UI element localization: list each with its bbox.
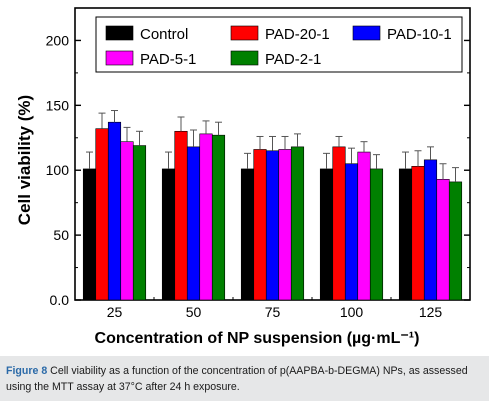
x-tick-label: 75: [265, 304, 281, 320]
bar: [240, 168, 255, 301]
bar: [332, 146, 346, 301]
x-tick-label: 50: [186, 304, 202, 320]
x-tick-label: 125: [419, 304, 443, 320]
plot-area: 0.0 50 100 150 200 25 50 75 100 125: [46, 7, 471, 320]
bar: [344, 163, 359, 301]
legend-swatch: [352, 25, 381, 41]
bar: [290, 146, 305, 301]
bar: [319, 168, 334, 301]
bar: [120, 141, 134, 301]
y-tick-label: 50: [53, 227, 69, 243]
bar: [423, 159, 438, 301]
bar: [436, 179, 450, 301]
caption-background: [0, 356, 489, 401]
y-tick-label: 150: [46, 97, 70, 113]
bar: [448, 181, 463, 301]
legend-swatch: [105, 50, 134, 66]
bar: [211, 134, 226, 301]
x-axis-label: Concentration of NP suspension (µg·mL⁻¹): [95, 330, 420, 347]
bar: [95, 128, 109, 301]
cell-viability-chart: 0.0 50 100 150 200 25 50 75 100 125 Control PAD-20…: [15, 7, 471, 347]
figure-caption-label: Figure 8: [6, 365, 48, 377]
y-tick-label: 0.0: [50, 292, 70, 308]
bar: [369, 168, 384, 301]
x-tick-label: 25: [107, 304, 123, 320]
x-tick-label: 100: [340, 304, 364, 320]
legend-label: PAD-10-1: [387, 26, 452, 43]
bar: [411, 166, 425, 301]
bar: [265, 150, 280, 301]
legend-swatch: [230, 25, 259, 41]
bar: [199, 133, 213, 301]
bar: [174, 130, 188, 301]
legend-label: Control: [140, 26, 188, 43]
bar: [132, 145, 147, 301]
bar: [161, 168, 176, 301]
legend-label: PAD-5-1: [140, 51, 196, 68]
figure-caption: Figure 8 Cell viability as a function of…: [6, 363, 484, 395]
legend-label: PAD-20-1: [265, 26, 330, 43]
legend-box: [95, 16, 463, 73]
y-axis-label: Cell viability (%): [15, 95, 34, 225]
bar: [107, 121, 122, 301]
legend-label: PAD-2-1: [265, 51, 321, 68]
figure-caption-text: Cell viability as a function of the conc…: [6, 365, 468, 393]
bar: [253, 149, 267, 301]
bar: [357, 151, 371, 301]
bar: [186, 146, 201, 301]
y-tick-label: 100: [46, 162, 70, 178]
chart-legend: Control PAD-20-1 PAD-10-1 PAD-5-1 PAD-2-1: [95, 16, 463, 73]
legend-swatch: [230, 50, 259, 66]
bar: [278, 149, 292, 301]
y-tick-label: 200: [46, 32, 70, 48]
bar: [398, 168, 413, 301]
bar: [82, 168, 97, 301]
legend-swatch: [105, 25, 134, 41]
